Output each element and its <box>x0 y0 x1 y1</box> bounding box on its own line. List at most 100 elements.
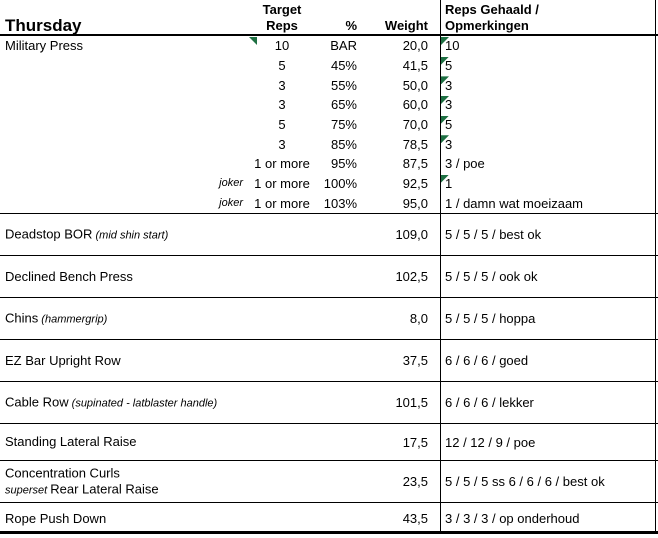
result-cell[interactable]: 5 / 5 / 5 ss 6 / 6 / 6 / best ok <box>445 474 605 489</box>
joker-label-cell[interactable]: joker <box>219 197 243 210</box>
header-divider-line <box>0 34 658 36</box>
weight-cell[interactable]: 102,5 <box>395 269 428 284</box>
exercise-name-cell[interactable]: Cable Row (supinated - latblaster handle… <box>5 394 218 409</box>
result-cell[interactable]: 5 <box>445 116 453 132</box>
main-set-row: 5 45% 41,5 5 <box>0 56 658 76</box>
exercise-name-cell[interactable]: Concentration Curls superset Rear Lateral… <box>5 465 159 496</box>
percent-cell[interactable]: 95% <box>330 156 357 172</box>
weight-cell[interactable]: 17,5 <box>402 434 428 450</box>
exercise-note: (supinated - latblaster handle) <box>68 397 218 409</box>
weight-cell[interactable]: 60,0 <box>402 97 428 113</box>
result-cell[interactable]: 5 / 5 / 5 / best ok <box>445 227 542 242</box>
superset-label: superset <box>5 484 51 496</box>
exercise-note: (mid shin start) <box>92 229 169 241</box>
main-set-row: 3 55% 50,0 3 <box>0 75 658 95</box>
exercise-name-cell[interactable]: Rope Push Down <box>5 510 107 526</box>
exercise-name-cell[interactable]: Chins (hammergrip) <box>5 310 108 325</box>
target-reps-cell[interactable]: 3 <box>278 77 286 93</box>
percent-cell[interactable]: 85% <box>330 136 357 152</box>
column-header-target-reps: Target Reps <box>262 2 302 33</box>
exercise-note: (hammergrip) <box>38 313 108 325</box>
column-header-percent: % <box>345 18 357 33</box>
result-cell[interactable]: 6 / 6 / 6 / goed <box>445 353 529 368</box>
weight-cell[interactable]: 70,0 <box>402 116 428 132</box>
day-title: Thursday <box>5 16 82 35</box>
comment-flag-icon <box>441 115 449 124</box>
percent-cell[interactable]: 75% <box>330 116 357 132</box>
comment-flag-icon <box>249 37 257 45</box>
target-reps-cell[interactable]: 1 or more <box>254 175 310 191</box>
comment-flag-icon <box>441 135 449 144</box>
result-cell[interactable]: 5 / 5 / 5 / ook ok <box>445 269 538 284</box>
exercise-name-cell[interactable]: EZ Bar Upright Row <box>5 352 121 368</box>
result-cell[interactable]: 3 <box>445 77 453 93</box>
percent-cell[interactable]: 100% <box>323 175 357 191</box>
percent-cell[interactable]: BAR <box>330 38 357 54</box>
result-cell[interactable]: 12 / 12 / 9 / poe <box>445 434 536 450</box>
accessory-row: EZ Bar Upright Row 37,5 6 / 6 / 6 / goed <box>0 339 658 381</box>
weight-cell[interactable]: 20,0 <box>402 38 428 54</box>
percent-cell[interactable]: 65% <box>330 97 357 113</box>
exercise-name-cell[interactable]: Deadstop BOR (mid shin start) <box>5 226 169 241</box>
exercise-name-cell[interactable]: Military Press <box>5 38 84 54</box>
weight-cell[interactable]: 92,5 <box>402 175 428 191</box>
accessory-row: Standing Lateral Raise 17,5 12 / 12 / 9 / … <box>0 423 658 460</box>
accessory-row: Declined Bench Press 102,5 5 / 5 / 5 / ook… <box>0 255 658 297</box>
percent-cell[interactable]: 103% <box>323 195 357 211</box>
joker-label-cell[interactable]: joker <box>219 177 243 190</box>
weight-cell[interactable]: 41,5 <box>402 57 428 73</box>
result-cell[interactable]: 10 <box>445 38 460 54</box>
target-reps-cell[interactable]: 10 <box>274 38 290 54</box>
comment-flag-icon <box>441 95 449 104</box>
target-reps-cell[interactable]: 3 <box>278 97 286 113</box>
column-header-weight: Weight <box>384 18 428 33</box>
result-cell[interactable]: 3 / poe <box>445 156 485 172</box>
result-cell[interactable]: 5 <box>445 57 453 73</box>
accessory-row: Chins (hammergrip) 8,0 5 / 5 / 5 / hoppa <box>0 297 658 339</box>
target-reps-cell[interactable]: 1 or more <box>254 156 310 172</box>
result-cell[interactable]: 3 / 3 / 3 / op onderhoud <box>445 511 580 526</box>
target-reps-cell[interactable]: 1 or more <box>254 195 310 211</box>
result-cell[interactable]: 3 <box>445 97 453 113</box>
weight-cell[interactable]: 23,5 <box>402 474 428 489</box>
weight-cell[interactable]: 37,5 <box>402 353 428 368</box>
weight-cell[interactable]: 109,0 <box>395 227 428 242</box>
accessory-rows: Deadstop BOR (mid shin start) 109,0 5 / 5 … <box>0 213 658 534</box>
weight-cell[interactable]: 78,5 <box>402 136 428 152</box>
result-cell[interactable]: 6 / 6 / 6 / lekker <box>445 395 534 410</box>
main-set-row: 1 or more 95% 87,5 3 / poe <box>0 154 658 174</box>
comment-flag-icon <box>441 56 449 65</box>
main-exercise-rows: Military Press 10 BAR 20,0 10 5 45% 41,5 5 3 55% 50… <box>0 36 658 213</box>
main-set-row: 3 85% 78,5 3 <box>0 134 658 154</box>
weight-cell[interactable]: 43,5 <box>402 511 428 526</box>
accessory-row: Concentration Curls superset Rear Lateral… <box>0 460 658 502</box>
weight-cell[interactable]: 101,5 <box>395 395 428 410</box>
weight-cell[interactable]: 50,0 <box>402 77 428 93</box>
target-reps-cell[interactable]: 5 <box>278 57 286 73</box>
result-cell[interactable]: 1 <box>445 175 453 191</box>
right-edge-border <box>655 0 656 534</box>
result-cell[interactable]: 3 <box>445 136 453 152</box>
exercise-name-cell[interactable]: Standing Lateral Raise <box>5 434 137 449</box>
percent-cell[interactable]: 55% <box>330 77 357 93</box>
main-set-row: 3 65% 60,0 3 <box>0 95 658 115</box>
accessory-row: Rope Push Down 43,5 3 / 3 / 3 / op onderho… <box>0 502 658 534</box>
percent-cell[interactable]: 45% <box>330 57 357 73</box>
main-set-row: joker 1 or more 100% 92,5 1 <box>0 174 658 194</box>
result-cell[interactable]: 5 / 5 / 5 / hoppa <box>445 311 536 326</box>
weight-cell[interactable]: 95,0 <box>402 195 428 211</box>
main-set-row: joker 1 or more 103% 95,0 1 / damn wat moeiz… <box>0 193 658 213</box>
comment-flag-icon <box>441 76 449 85</box>
result-column-divider <box>440 0 441 534</box>
column-header-result: Reps Gehaald / Opmerkingen <box>445 2 539 33</box>
target-reps-cell[interactable]: 5 <box>278 116 286 132</box>
weight-cell[interactable]: 87,5 <box>402 156 428 172</box>
exercise-name-cell[interactable]: Declined Bench Press <box>5 268 133 284</box>
comment-flag-icon <box>441 174 449 183</box>
accessory-row: Cable Row (supinated - latblaster handle… <box>0 381 658 423</box>
weight-cell[interactable]: 8,0 <box>409 311 428 326</box>
target-reps-cell[interactable]: 3 <box>278 136 286 152</box>
comment-flag-icon <box>441 37 449 45</box>
result-cell[interactable]: 1 / damn wat moeizaam <box>445 195 584 211</box>
